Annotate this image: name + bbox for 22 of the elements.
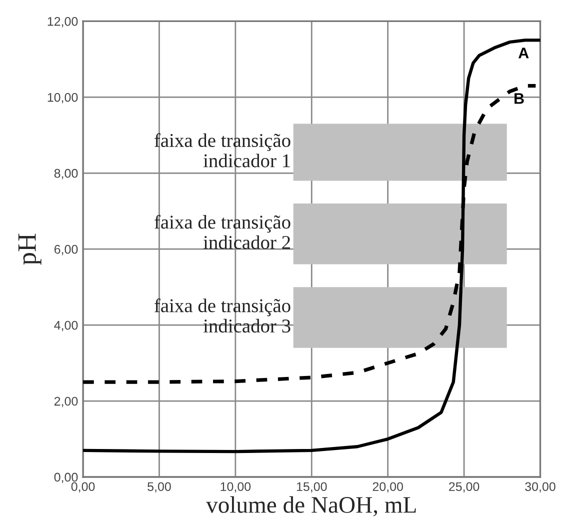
band-label: faixa de transição indicador 3 xyxy=(154,298,290,333)
x-tick-label: 5,00 xyxy=(148,482,171,493)
series-label: A xyxy=(518,48,529,58)
x-tick-label: 20,00 xyxy=(372,482,403,493)
y-tick-label: 12,00 xyxy=(48,17,78,28)
x-tick-label: 25,00 xyxy=(449,482,480,493)
y-tick-label: 8,00 xyxy=(54,168,78,180)
y-tick-label: 10,00 xyxy=(48,92,78,104)
y-tick-label: 0,00 xyxy=(54,472,78,484)
x-tick-label: 30,00 xyxy=(525,482,556,493)
x-tick-label: 0,00 xyxy=(71,482,95,493)
y-tick-label: 4,00 xyxy=(54,320,78,332)
y-tick-label: 2,00 xyxy=(54,396,78,408)
y-tick-label: 6,00 xyxy=(54,244,78,256)
x-tick-label: 10,00 xyxy=(220,482,251,493)
band-label: faixa de transição indicador 2 xyxy=(154,214,290,250)
x-tick-label: 15,00 xyxy=(296,482,327,493)
series-label: B xyxy=(514,93,524,104)
y-axis-title: pH xyxy=(18,234,42,265)
band-label: faixa de transição indicador 1 xyxy=(154,133,290,168)
line-series xyxy=(83,38,540,454)
x-axis-title: volume de NaOH, mL xyxy=(206,496,416,516)
